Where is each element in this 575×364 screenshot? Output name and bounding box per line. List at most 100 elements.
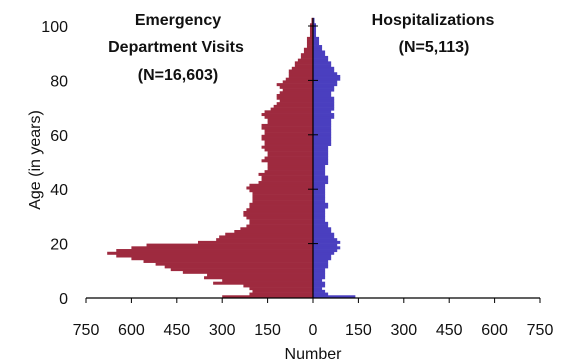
emergency-bar: [249, 183, 313, 187]
emergency-bar: [252, 197, 313, 201]
emergency-bar: [249, 292, 313, 296]
emergency-bar: [309, 28, 313, 32]
emergency-bar: [285, 77, 313, 81]
emergency-bar: [155, 262, 313, 266]
x-tick-label: 0: [309, 322, 318, 339]
emergency-bar: [107, 251, 313, 255]
emergency-bar: [306, 36, 313, 40]
emergency-bar: [207, 273, 313, 277]
hospitalization-bar: [313, 227, 332, 231]
emergency-bar: [282, 80, 313, 84]
hospitalization-bar: [313, 219, 326, 223]
emergency-bar: [288, 69, 313, 73]
hospitalization-bar: [313, 273, 326, 277]
hospitalization-bar: [313, 216, 326, 220]
hospitalization-bar: [313, 238, 338, 242]
hospitalization-bar: [313, 118, 332, 122]
x-tick-label: 450: [163, 322, 190, 339]
emergency-bar: [261, 178, 313, 182]
emergency-bar: [306, 45, 313, 49]
emergency-bar: [197, 240, 313, 244]
emergency-bar: [234, 230, 313, 234]
hospitalization-bar: [313, 278, 323, 282]
hospitalization-bar: [313, 132, 332, 136]
hospitalization-bar: [313, 129, 332, 133]
emergency-bar: [264, 132, 313, 136]
emergency-bar: [240, 227, 313, 231]
emergency-bar: [252, 191, 313, 195]
emergency-bar: [309, 26, 313, 30]
left-panel-title-line-3: (N=16,603): [138, 67, 219, 84]
hospitalization-bar: [313, 172, 326, 176]
hospitalization-bar: [313, 200, 326, 204]
hospitalization-bar: [313, 50, 326, 54]
emergency-bar: [273, 104, 313, 108]
hospitalization-bar: [313, 102, 335, 106]
emergency-bar: [249, 189, 313, 193]
emergency-bar: [246, 224, 313, 228]
hospitalization-bar: [313, 276, 326, 280]
hospitalization-bar: [313, 123, 332, 127]
emergency-bar: [252, 289, 313, 293]
emergency-bar: [288, 74, 313, 78]
x-tick-label: 300: [390, 322, 417, 339]
emergency-bar: [261, 113, 313, 117]
hospitalization-bar: [313, 20, 315, 24]
emergency-bar: [164, 265, 313, 269]
hospitalization-bar: [313, 115, 335, 119]
emergency-visits-bars: [107, 17, 314, 299]
emergency-bar: [264, 110, 313, 114]
hospitalization-bar: [313, 77, 341, 81]
emergency-bar: [249, 202, 313, 206]
x-tick-label: 150: [254, 322, 281, 339]
emergency-bar: [288, 72, 313, 76]
emergency-bar: [303, 50, 313, 54]
emergency-bar: [146, 243, 313, 247]
hospitalization-bar: [313, 80, 338, 84]
emergency-bar: [267, 118, 313, 122]
hospitalization-bar: [313, 230, 332, 234]
hospitalization-bar: [313, 287, 323, 291]
hospitalization-bar: [313, 270, 326, 274]
emergency-bar: [116, 249, 314, 253]
hospitalization-bar: [313, 162, 329, 166]
emergency-bar: [264, 142, 313, 146]
emergency-bar: [261, 134, 313, 138]
y-tick-label: 80: [50, 73, 68, 90]
hospitalization-bar: [313, 243, 338, 247]
hospitalization-bar: [313, 121, 332, 125]
hospitalization-bar: [313, 140, 332, 144]
emergency-bar: [264, 170, 313, 174]
emergency-bar: [309, 31, 313, 35]
tick-labels: 750 600 450 300 150 0 150 300 450 600 750 0 20 40 60 80…: [41, 19, 553, 339]
emergency-bar: [267, 151, 313, 155]
x-tick-label: 450: [436, 322, 463, 339]
hospitalization-bar: [313, 28, 317, 32]
emergency-bar: [249, 219, 313, 223]
hospitalization-bar: [313, 83, 338, 87]
y-tick-label: 40: [50, 182, 68, 199]
hospitalization-bar: [313, 104, 335, 108]
emergency-bar: [143, 259, 313, 263]
hospitalization-bar: [313, 113, 335, 117]
hospitalization-bar: [313, 170, 326, 174]
emergency-bar: [279, 85, 313, 89]
emergency-bar: [267, 162, 313, 166]
emergency-bar: [264, 129, 313, 133]
hospitalization-bar: [313, 175, 329, 179]
emergency-bar: [261, 126, 313, 130]
emergency-bar: [246, 216, 313, 220]
hospitalization-bar: [313, 148, 329, 152]
emergency-bar: [311, 20, 313, 24]
hospitalization-bar: [313, 246, 341, 250]
emergency-bar: [267, 164, 313, 168]
x-tick-label: 600: [118, 322, 145, 339]
hospitalization-bar: [313, 289, 326, 293]
emergency-bar: [116, 254, 314, 258]
hospitalization-bar: [313, 137, 332, 141]
y-tick-label: 20: [50, 237, 68, 254]
hospitalization-bar: [313, 224, 329, 228]
hospitalizations-bars: [313, 17, 356, 299]
hospitalization-bar: [313, 96, 335, 100]
hospitalization-bar: [313, 205, 329, 209]
